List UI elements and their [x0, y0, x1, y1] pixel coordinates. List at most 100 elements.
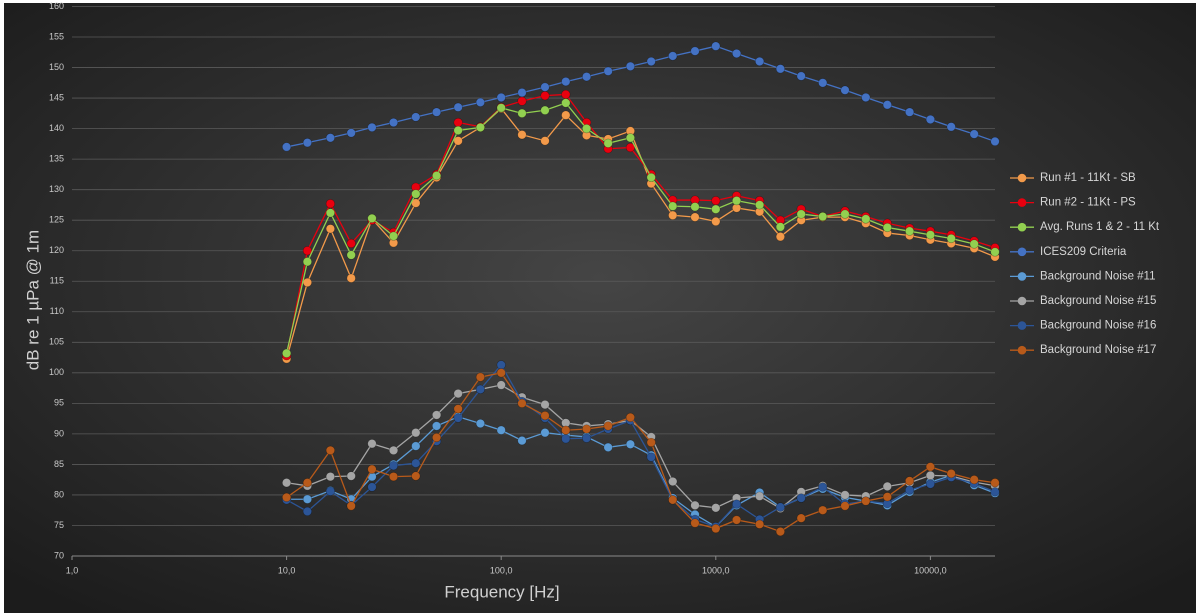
- data-point: [561, 98, 571, 108]
- y-tick-label: 75: [54, 520, 64, 530]
- data-point: [431, 432, 442, 443]
- series-line: [286, 384, 996, 510]
- data-point: [325, 133, 336, 143]
- data-point: [325, 199, 336, 209]
- data-point: [496, 92, 506, 103]
- x-tick-label: 1,0: [66, 565, 79, 575]
- x-tick-label: 100,0: [490, 565, 513, 575]
- series-line: [285, 102, 996, 354]
- data-point: [925, 462, 935, 472]
- series-line: [286, 416, 996, 528]
- legend-label: Avg. Runs 1 & 2 - 11 Kt: [1040, 221, 1160, 233]
- data-point: [496, 360, 506, 370]
- data-point: [775, 222, 786, 232]
- data-point: [325, 472, 336, 482]
- data-point: [625, 412, 636, 423]
- data-point: [925, 470, 935, 481]
- data-point: [796, 513, 806, 523]
- data-point: [646, 56, 656, 67]
- data-point: [431, 410, 442, 420]
- data-point: [775, 232, 786, 242]
- data-point: [711, 523, 721, 534]
- data-point: [475, 97, 486, 107]
- data-point: [367, 482, 377, 492]
- data-point: [731, 499, 742, 509]
- data-point: [603, 442, 613, 452]
- data-point: [561, 110, 571, 120]
- data-point: [731, 196, 742, 206]
- data-point: [646, 172, 656, 183]
- data-point: [411, 458, 421, 468]
- y-axis-title: dB re 1 µPa @ 1m: [23, 230, 42, 370]
- data-point: [346, 501, 356, 511]
- data-point: [925, 479, 935, 489]
- data-point: [755, 519, 765, 529]
- data-point: [946, 122, 956, 132]
- legend-marker: [1017, 198, 1027, 207]
- data-point: [905, 476, 915, 486]
- y-tick-label: 120: [49, 245, 64, 255]
- data-point: [367, 464, 377, 474]
- data-point: [711, 503, 721, 513]
- data-point: [690, 212, 700, 222]
- data-point: [388, 461, 399, 471]
- data-point: [690, 518, 700, 528]
- data-point: [325, 486, 336, 496]
- data-point: [431, 107, 442, 117]
- data-point: [603, 138, 613, 148]
- y-tick-label: 85: [54, 459, 64, 469]
- legend-marker: [1017, 272, 1027, 281]
- data-point: [969, 475, 979, 485]
- y-tick-label: 90: [54, 428, 64, 438]
- data-point: [453, 117, 463, 128]
- data-point: [861, 214, 871, 224]
- data-point: [796, 209, 806, 219]
- data-point: [755, 56, 765, 67]
- data-point: [367, 122, 377, 132]
- legend-label: Background Noise #17: [1040, 344, 1156, 356]
- data-point: [625, 439, 636, 449]
- data-point: [603, 421, 613, 431]
- data-point: [603, 66, 613, 76]
- series-line: [286, 363, 996, 528]
- data-point: [540, 105, 550, 115]
- data-point: [625, 133, 636, 143]
- y-tick-label: 115: [50, 276, 64, 286]
- data-point: [325, 224, 336, 234]
- y-tick-label: 80: [54, 489, 64, 499]
- data-point: [646, 452, 656, 462]
- data-point: [517, 130, 527, 140]
- data-point: [775, 502, 786, 512]
- data-point: [302, 277, 312, 288]
- data-point: [690, 202, 700, 212]
- series-line: [286, 45, 996, 148]
- x-tick-label: 1000,0: [702, 565, 730, 575]
- data-point: [990, 487, 1000, 497]
- data-point: [496, 103, 506, 113]
- data-point: [581, 72, 592, 82]
- legend-marker: [1017, 247, 1027, 257]
- data-point: [818, 505, 828, 515]
- data-point: [690, 46, 700, 56]
- data-point: [668, 476, 678, 487]
- data-point: [731, 48, 742, 59]
- data-point: [453, 404, 463, 414]
- data-point: [796, 71, 806, 81]
- data-point: [561, 76, 571, 87]
- data-point: [840, 490, 850, 500]
- data-point: [711, 204, 721, 214]
- data-point: [969, 239, 979, 249]
- data-point: [411, 471, 421, 481]
- data-point: [302, 138, 312, 148]
- y-tick-label: 135: [49, 154, 64, 164]
- data-point: [281, 348, 292, 358]
- data-point: [540, 399, 550, 410]
- y-tick-label: 125: [49, 215, 64, 225]
- data-point: [388, 231, 399, 241]
- data-point: [475, 418, 486, 429]
- legend-label: Background Noise #15: [1040, 295, 1156, 307]
- legend-label: ICES209 Criteria: [1040, 246, 1127, 258]
- series-line: [286, 372, 996, 533]
- legend-label: Background Noise #11: [1040, 270, 1156, 282]
